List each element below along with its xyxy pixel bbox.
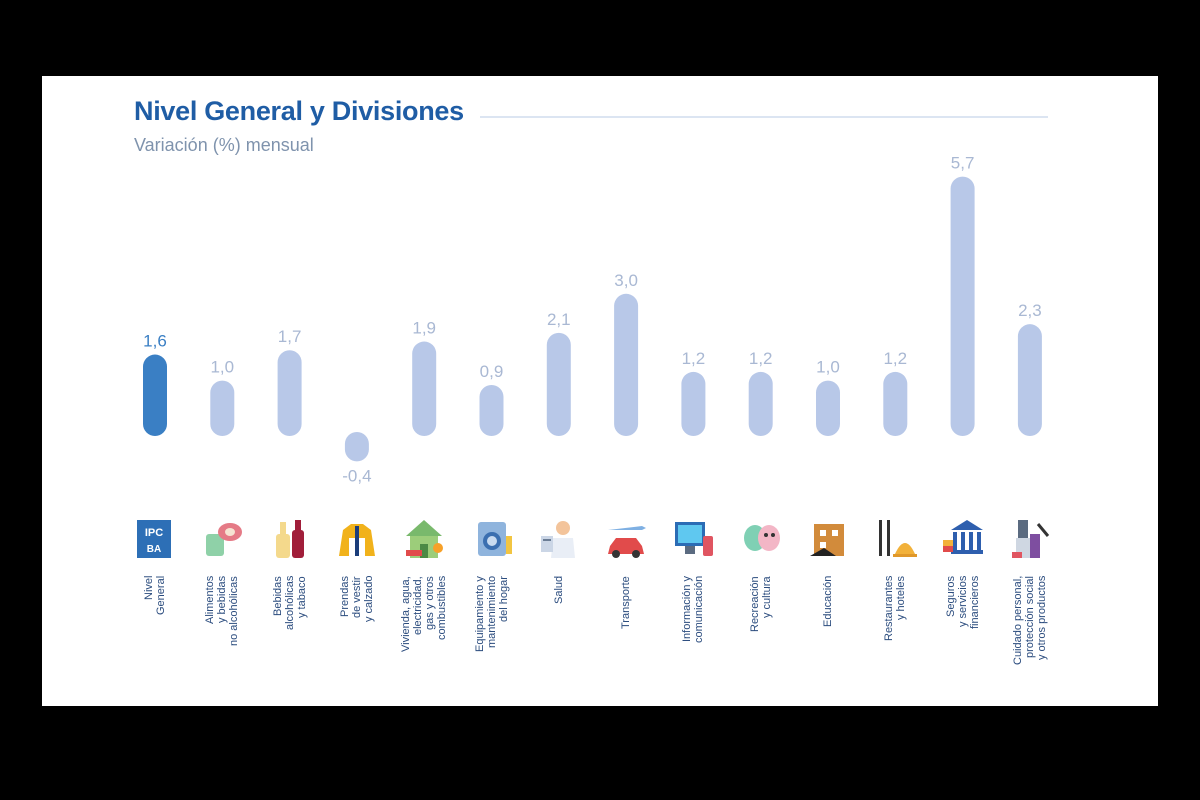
bottle-icon (268, 516, 312, 562)
category-label: Bebidas alcohólicas y tabaco (271, 576, 308, 631)
chart-title: Nivel General y Divisiones (134, 96, 464, 126)
washing-machine-icon (470, 516, 514, 562)
category-label: Salud (552, 576, 565, 605)
category-label: Equipamiento y mantenimiento del hogar (473, 576, 510, 652)
category-label: Nivel General (143, 576, 167, 616)
category-label: Información y comunicación (681, 576, 706, 644)
svg-text:IPC: IPC (145, 527, 163, 539)
bar-value-label: 5,7 (951, 154, 975, 173)
bar-value-label: 1,6 (143, 332, 167, 351)
category-label: Restaurantes y hoteles (883, 576, 908, 642)
bank-icon (941, 516, 985, 562)
bar-value-label: 1,2 (883, 349, 907, 368)
ipc-logo-icon: IPC BA (133, 516, 177, 562)
bar (681, 371, 706, 436)
bar (614, 293, 639, 436)
bar (748, 371, 773, 436)
bar-value-label: 1,0 (816, 358, 840, 377)
category-label: Recreación y cultura (748, 576, 773, 632)
category-label: Transporte (620, 576, 633, 629)
chart-subtitle: Variación (%) mensual (134, 135, 314, 155)
bar-value-label: 3,0 (614, 271, 638, 290)
school-icon (806, 516, 850, 562)
restaurant-icon (873, 516, 918, 562)
bar-value-label: 1,0 (210, 358, 234, 377)
bar (816, 380, 840, 436)
bar-value-label: 2,3 (1018, 301, 1042, 320)
doctor-icon (537, 516, 581, 562)
bar (277, 350, 302, 436)
bar-value-label: 2,1 (547, 310, 571, 329)
category-label: Alimentos y bebidas no alcohólicas (204, 576, 241, 646)
svg-text:BA: BA (147, 544, 161, 555)
bar (950, 176, 975, 436)
category-label: Cuidado personal, protección social y ot… (1011, 576, 1048, 666)
bar-value-label: 1,9 (412, 319, 436, 338)
bar (883, 371, 908, 436)
category-label: Seguros y servicios financieros (944, 576, 981, 630)
personal-care-icon (1008, 516, 1052, 562)
computer-icon (671, 516, 715, 562)
food-icon (200, 516, 244, 562)
bar (143, 354, 167, 436)
theater-masks-icon (739, 516, 783, 562)
house-icon (402, 516, 446, 562)
bar (210, 380, 235, 436)
bar (546, 332, 571, 436)
title-divider (480, 116, 1048, 118)
bar-value-label: 1,7 (278, 327, 302, 346)
bar-chart: 1,6 1,0 1,7 -0,4 1,9 0,9 2,1 3,0 1,2 1,2 1,0 1,2 5,7… (143, 154, 1042, 485)
bar-value-label: 1,2 (749, 349, 773, 368)
bar-value-label: -0,4 (342, 466, 371, 485)
bar-value-label: 1,2 (682, 349, 706, 368)
category-label: Educación (822, 576, 834, 628)
bar (1017, 324, 1042, 436)
category-label: Vivienda, agua, electricidad, gas y otro… (400, 576, 449, 652)
bar (412, 341, 437, 436)
bar-value-label: 0,9 (480, 362, 504, 381)
chart-card: Nivel General y Divisiones Variación (%)… (42, 76, 1158, 706)
bar (344, 432, 369, 462)
jacket-icon (335, 516, 379, 562)
car-plane-icon (604, 516, 648, 562)
category-label: Prendas de vestir y calzado (338, 576, 375, 623)
bar (479, 384, 504, 436)
